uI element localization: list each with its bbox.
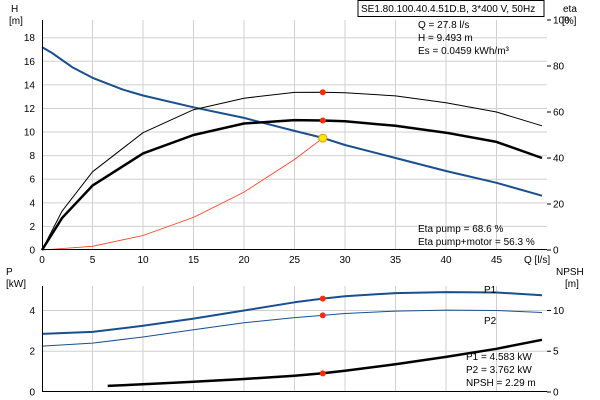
duty-point-marker (319, 117, 326, 124)
x-tick-label: 5 (90, 255, 96, 266)
top-grid (42, 20, 547, 250)
x-tick-label: 35 (390, 255, 402, 266)
top-y-left-tick-label: 10 (24, 128, 36, 139)
duty-point-marker (319, 295, 326, 302)
bottom-y-right-ticks: 0 5 10 (547, 306, 565, 399)
operating-point (318, 133, 328, 143)
top-y-left-tick-label: 16 (24, 57, 36, 68)
top-y-left-tick-label: 8 (29, 151, 35, 162)
annotation-es: Es = 0.0459 kWh/m³ (418, 46, 510, 57)
duty-point-marker (319, 89, 326, 96)
top-y-right-label: eta (563, 4, 577, 15)
chart-title-box (357, 0, 545, 17)
duty-point-marker (319, 370, 326, 377)
top-series (40, 46, 543, 251)
annotation-npsh: NPSH = 2.29 m (466, 378, 536, 389)
bottom-points (319, 295, 326, 377)
annotation-q: Q = 27.8 l/s (418, 20, 469, 31)
bottom-y-left-tick-label: 2 (29, 347, 35, 358)
top-y-left-ticks: 0 2 4 6 8 10 12 14 16 18 (24, 33, 36, 256)
annotation-p2: P2 = 3.762 kW (466, 365, 532, 376)
top-y-right-tick-label: 20 (553, 200, 565, 211)
bottom-y-right-tick-label: 5 (553, 347, 559, 358)
top-y-left-label: H (11, 4, 18, 15)
legend-p1: P1 (484, 285, 497, 296)
top-y-right-tick-label: 80 (553, 62, 565, 73)
chart-title: SE1.80.100.40.4.51D.B, 3*400 V, 50Hz (361, 4, 535, 15)
top-y-right-tick-label: 0 (553, 246, 559, 257)
p2-curve (41, 309, 543, 347)
top-chart: 0 5 10 15 20 25 30 35 40 45 0 2 4 6 8 10 12 14 16 18 0 20 40… (9, 0, 577, 266)
bottom-y-left-tick-label: 0 (29, 388, 35, 399)
p1-curve (41, 291, 543, 335)
bottom-y-right-label: NPSH (556, 267, 584, 278)
top-y-left-tick-label: 2 (29, 222, 35, 233)
bottom-y-left-tick-label: 4 (29, 306, 35, 317)
x-tick-label: 10 (137, 255, 149, 266)
annotation-h: H = 9.493 m (418, 33, 473, 44)
top-y-left-unit: [m] (9, 16, 23, 27)
annotation-eta-pump: Eta pump = 68.6 % (418, 224, 503, 235)
head-curve (41, 46, 543, 197)
x-tick-label: 40 (440, 255, 452, 266)
top-y-left-tick-label: 6 (29, 175, 35, 186)
x-tick-label: 20 (238, 255, 250, 266)
annotation-p1: P1 = 4.583 kW (466, 352, 532, 363)
bottom-grid (42, 286, 547, 392)
x-tick-label: 15 (188, 255, 200, 266)
top-y-left-tick-label: 14 (24, 80, 36, 91)
top-y-right-tick-label: 60 (553, 108, 565, 119)
x-axis-label: Q [l/s] (524, 255, 550, 266)
x-tick-label: 0 (39, 255, 45, 266)
top-y-left-tick-label: 4 (29, 198, 35, 209)
top-y-left-tick-label: 0 (29, 246, 35, 257)
bottom-chart: 0 2 4 0 5 10 P [kW] NPSH [m] P1 P2 P1 = 4.58… (6, 267, 584, 399)
top-y-right-ticks: 0 20 40 60 80 100 (547, 16, 570, 257)
legend-p2: P2 (484, 316, 497, 327)
duty-point-marker (319, 312, 326, 319)
x-tick-label: 45 (491, 255, 503, 266)
x-tick-label: 25 (289, 255, 301, 266)
system-curve (41, 137, 324, 251)
bottom-y-left-unit: [kW] (6, 279, 26, 290)
eta-pump-motor-curve (40, 118, 543, 251)
top-y-right-tick-label: 40 (553, 154, 565, 165)
top-points (318, 89, 328, 143)
eta-pump-curve (41, 91, 543, 251)
bottom-y-right-unit: [m] (565, 279, 579, 290)
bottom-y-right-tick-label: 0 (553, 388, 559, 399)
bottom-y-left-label: P (6, 267, 13, 278)
top-x-ticks: 0 5 10 15 20 25 30 35 40 45 (39, 255, 502, 266)
x-tick-label: 30 (339, 255, 351, 266)
annotation-eta-total: Eta pump+motor = 56.3 % (418, 237, 535, 248)
top-y-left-tick-label: 18 (24, 33, 36, 44)
top-y-left-tick-label: 12 (24, 104, 36, 115)
top-y-right-tick-label: 100 (553, 16, 570, 27)
bottom-y-right-tick-label: 10 (553, 306, 565, 317)
top-y-right-unit: [%] (562, 16, 577, 27)
bottom-y-left-ticks: 0 2 4 (29, 306, 35, 399)
